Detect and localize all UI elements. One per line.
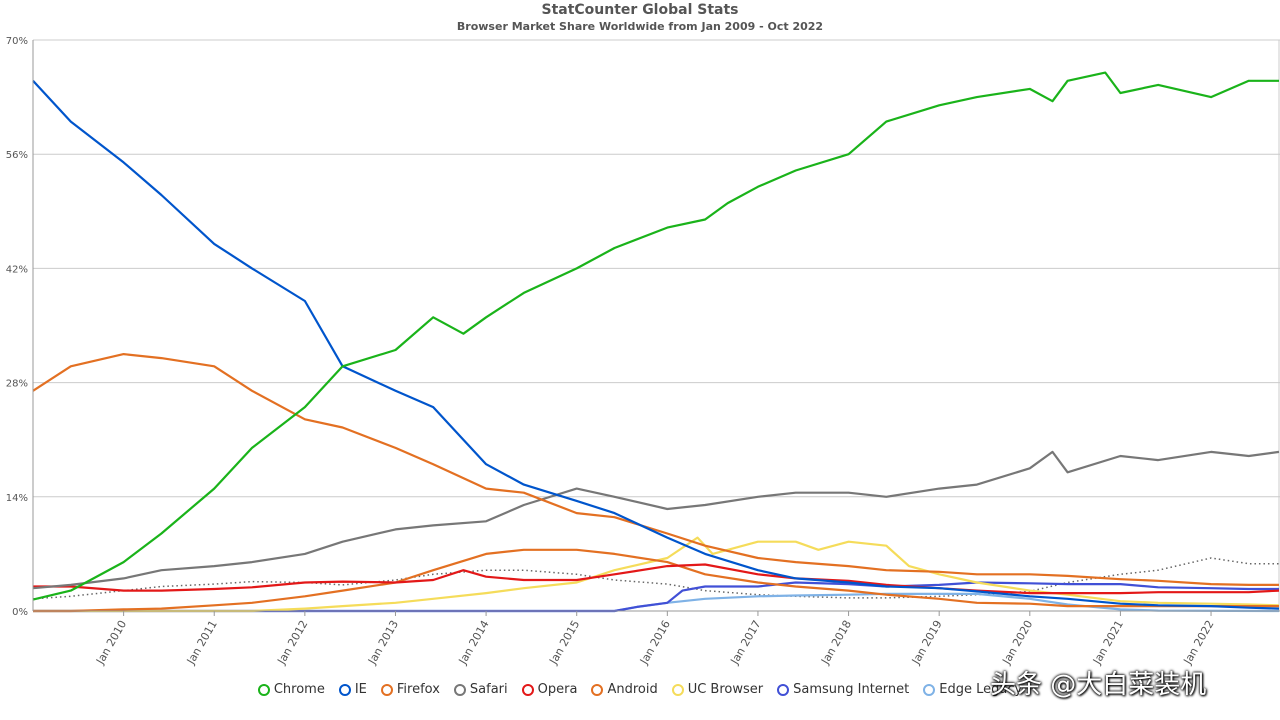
y-tick-label: 0% <box>12 607 28 618</box>
grid-layer <box>33 39 1280 612</box>
x-tick-label: Jan 2011 <box>184 618 220 667</box>
legend-label: Samsung Internet <box>793 682 910 697</box>
legend-marker-icon <box>521 683 534 696</box>
legend-item[interactable]: Samsung Internet <box>777 682 909 697</box>
x-tick-label: Jan 2022 <box>1181 618 1217 667</box>
legend-item[interactable]: Safari <box>453 682 508 697</box>
x-tick-label: Jan 2013 <box>365 618 401 667</box>
x-tick-label: Jan 2021 <box>1090 618 1126 667</box>
legend-item[interactable]: IE <box>338 682 367 697</box>
x-tick-label: Jan 2014 <box>456 618 492 667</box>
x-tick-label: Jan 2018 <box>818 618 854 667</box>
y-tick-label: 70% <box>6 36 28 47</box>
series-line-uc-browser <box>33 536 1280 613</box>
y-tick-label: 56% <box>6 150 28 161</box>
legend-label: UC Browser <box>687 682 764 697</box>
series-line-opera <box>33 563 1280 595</box>
legend-marker-icon <box>671 683 684 696</box>
legend-item[interactable]: Android <box>591 682 658 697</box>
legend-label: Android <box>607 682 658 697</box>
legend-label: IE <box>354 682 367 697</box>
y-tick-label: 28% <box>6 379 28 390</box>
legend-marker-icon <box>338 683 351 696</box>
series-line-edge-legacy <box>33 592 1280 613</box>
series-line-ie <box>32 80 1280 610</box>
legend-label: Firefox <box>396 682 440 697</box>
series-line-firefox <box>32 353 1279 586</box>
legend-label: Edge Legacy <box>939 682 1023 697</box>
x-tick-label: Jan 2010 <box>93 618 129 667</box>
x-tick-label: Jan 2016 <box>637 618 673 667</box>
chart-title: StatCounter Global Stats <box>541 2 739 18</box>
y-tick-label: 42% <box>6 264 28 275</box>
legend-item[interactable]: Edge Legacy <box>923 682 1022 697</box>
legend-marker-icon <box>777 683 790 696</box>
x-tick-label: Jan 2019 <box>909 618 945 667</box>
series-line-other <box>32 557 1279 600</box>
chart-subtitle: Browser Market Share Worldwide from Jan … <box>456 20 824 33</box>
legend-marker-icon <box>453 683 466 696</box>
legend-marker-icon <box>257 683 270 696</box>
legend-marker-icon <box>380 683 393 696</box>
series-line-safari <box>32 450 1280 590</box>
series-line-chrome <box>32 71 1279 601</box>
x-tick-label: Jan 2015 <box>546 618 582 667</box>
x-tick-label: Jan 2020 <box>999 618 1035 667</box>
series-layer <box>32 71 1280 613</box>
x-tick-label: Jan 2012 <box>274 618 310 667</box>
legend-item[interactable]: UC Browser <box>671 682 764 697</box>
legend-label: Chrome <box>273 682 325 697</box>
legend-label: Safari <box>469 682 508 697</box>
legend-item[interactable]: Opera <box>521 682 578 697</box>
watermark-text: 头条 @大白菜装机 <box>990 670 1207 700</box>
legend-label: Opera <box>537 682 578 697</box>
x-tick-label: Jan 2017 <box>728 618 764 667</box>
legend-marker-icon <box>923 683 936 696</box>
axis-layer: 0% 14% 28% 42% 56% 70% Jan 2010 Jan 2011 Jan 201… <box>6 36 1280 667</box>
legend-item[interactable]: Firefox <box>380 682 440 697</box>
legend: Chrome IE Firefox Safari Opera Android UC Brow… <box>0 682 1280 697</box>
legend-item[interactable]: Chrome <box>257 682 325 697</box>
y-tick-label: 14% <box>6 493 28 504</box>
legend-marker-icon <box>591 683 604 696</box>
series-line-android <box>33 548 1279 613</box>
